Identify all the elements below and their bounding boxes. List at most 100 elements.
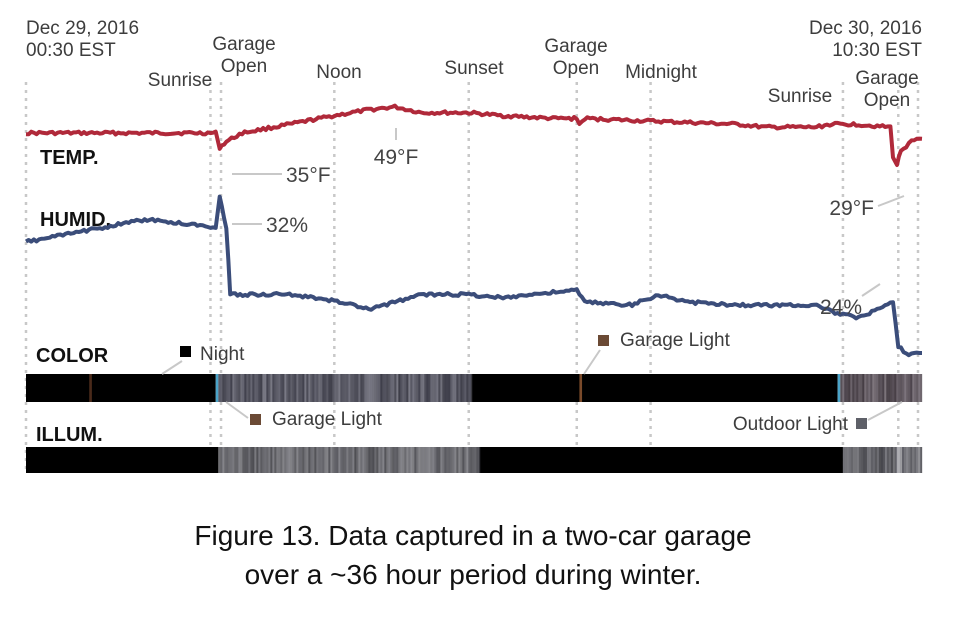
event-label-4: Garage bbox=[544, 36, 607, 57]
strip-0-texture bbox=[434, 374, 437, 402]
annotation-0-2: 29°F bbox=[829, 197, 874, 220]
strip-1-texture bbox=[460, 447, 463, 473]
strip-0-texture bbox=[842, 374, 845, 402]
annotation-leader-1-1 bbox=[861, 283, 881, 297]
strip-0-texture bbox=[908, 374, 911, 402]
strip-0-texture bbox=[462, 374, 465, 402]
strip-0-texture bbox=[902, 374, 905, 402]
strip-1-texture bbox=[358, 447, 361, 473]
strip-1-texture bbox=[384, 447, 387, 473]
strip-0-texture bbox=[860, 374, 863, 402]
strip-1-texture bbox=[854, 447, 857, 473]
strip-0-texture bbox=[326, 374, 329, 402]
strip-1-texture bbox=[422, 447, 425, 473]
strip-0-texture bbox=[256, 374, 259, 402]
strip-0-texture bbox=[282, 374, 285, 402]
strip-0-texture bbox=[858, 374, 861, 402]
strip-0-texture bbox=[270, 374, 273, 402]
strip-0-segment-4 bbox=[471, 374, 838, 402]
strip-0-texture bbox=[384, 374, 387, 402]
strip-0-texture bbox=[460, 374, 463, 402]
strip-0-texture bbox=[396, 374, 399, 402]
strip-1-texture bbox=[886, 447, 889, 473]
strip-1-texture bbox=[226, 447, 229, 473]
color-strip bbox=[26, 374, 923, 402]
strip-1-texture bbox=[350, 447, 353, 473]
strip-0-texture bbox=[274, 374, 277, 402]
temp-series-label: TEMP. bbox=[40, 147, 99, 169]
strip-0-texture bbox=[288, 374, 291, 402]
strip-1-texture bbox=[474, 447, 477, 473]
strip-1-texture bbox=[308, 447, 311, 473]
strip-0-texture bbox=[356, 374, 359, 402]
strip-0-texture bbox=[220, 374, 223, 402]
strip-1-texture bbox=[268, 447, 271, 473]
strip-0-texture bbox=[454, 374, 457, 402]
strip-0-texture bbox=[244, 374, 247, 402]
event-label-7-line2: Open bbox=[864, 90, 910, 111]
strip-0-texture bbox=[388, 374, 391, 402]
strip-1-texture bbox=[394, 447, 397, 473]
humid-series-line bbox=[25, 194, 922, 358]
strip-0-texture bbox=[278, 374, 281, 402]
strip-1-texture bbox=[262, 447, 265, 473]
strip-1-texture bbox=[252, 447, 255, 473]
strip-1-texture bbox=[282, 447, 285, 473]
strip-1-texture bbox=[858, 447, 861, 473]
strip-1-texture bbox=[312, 447, 315, 473]
strip-0-texture bbox=[440, 374, 443, 402]
strip-1-texture bbox=[296, 447, 299, 473]
strip-1-texture bbox=[888, 447, 891, 473]
strip-0-texture bbox=[372, 374, 375, 402]
strip-0-texture bbox=[430, 374, 433, 402]
humid-series-label: HUMID. bbox=[40, 209, 111, 231]
strip-0-texture bbox=[306, 374, 309, 402]
strip-0-segment-6 bbox=[837, 374, 841, 402]
annotation-1-1: 24% bbox=[820, 296, 862, 319]
strip-0-texture bbox=[232, 374, 235, 402]
strip-0-texture bbox=[228, 374, 231, 402]
strip-1-texture bbox=[346, 447, 349, 473]
strip-1-texture bbox=[364, 447, 367, 473]
strip-0-texture bbox=[242, 374, 245, 402]
strip-1-texture bbox=[248, 447, 251, 473]
strip-0-texture bbox=[308, 374, 311, 402]
strip-0-texture bbox=[268, 374, 271, 402]
strip-0-texture bbox=[852, 374, 855, 402]
strip-1-texture bbox=[258, 447, 261, 473]
strip-0-texture bbox=[262, 374, 265, 402]
strip-0-texture bbox=[376, 374, 379, 402]
strip-1-texture bbox=[336, 447, 339, 473]
strip-1-texture bbox=[276, 447, 279, 473]
strip-1-texture bbox=[454, 447, 457, 473]
strip-1-texture bbox=[332, 447, 335, 473]
strip-1-texture bbox=[846, 447, 849, 473]
strip-1-texture bbox=[414, 447, 417, 473]
strip-1-texture bbox=[400, 447, 403, 473]
strip-0-texture bbox=[892, 374, 895, 402]
garage-light-leader-upper bbox=[583, 349, 601, 375]
strip-0-texture bbox=[316, 374, 319, 402]
outdoor-light-leader bbox=[867, 401, 903, 421]
strip-1-texture bbox=[842, 447, 845, 473]
strip-0-segment-0 bbox=[26, 374, 216, 402]
strip-1-texture bbox=[224, 447, 227, 473]
strip-1-texture bbox=[420, 447, 423, 473]
strip-0-texture bbox=[916, 374, 919, 402]
strip-0-texture bbox=[226, 374, 229, 402]
strip-0-texture bbox=[310, 374, 313, 402]
strip-1-texture bbox=[378, 447, 381, 473]
strip-1-segment-0 bbox=[26, 447, 219, 473]
strip-0-texture bbox=[878, 374, 881, 402]
strip-1-texture bbox=[286, 447, 289, 473]
strip-1-texture bbox=[902, 447, 905, 473]
strip-1-texture bbox=[916, 447, 919, 473]
strip-1-texture bbox=[290, 447, 293, 473]
strip-0-texture bbox=[286, 374, 289, 402]
annotation-0-1: 49°F bbox=[374, 146, 419, 169]
strip-0-texture bbox=[338, 374, 341, 402]
strip-1-texture bbox=[280, 447, 283, 473]
strip-0-texture bbox=[322, 374, 325, 402]
strip-0-texture bbox=[246, 374, 249, 402]
